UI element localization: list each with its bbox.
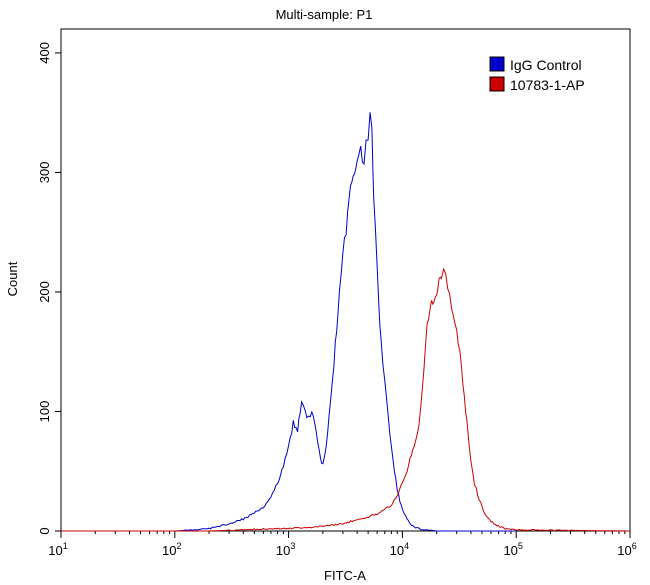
legend-swatch <box>489 76 505 92</box>
y-tick-label: 200 <box>37 281 52 303</box>
y-tick-label: 100 <box>37 401 52 423</box>
x-tick-label: 101 <box>48 541 67 558</box>
y-tick-label: 0 <box>37 527 52 534</box>
x-tick-label: 103 <box>276 541 295 558</box>
y-tick-label: 400 <box>37 42 52 64</box>
x-tick-label: 104 <box>390 541 409 558</box>
x-axis-label: FITC-A <box>324 568 366 583</box>
x-tick-label: 105 <box>503 541 522 558</box>
y-axis-label: Count <box>5 261 20 296</box>
y-tick-label: 300 <box>37 162 52 184</box>
x-axis: 101 102 103 104 105 106 <box>48 531 637 558</box>
series-layer <box>61 112 630 532</box>
legend: IgG Control 10783-1-AP <box>489 56 585 93</box>
chart-title: Multi-sample: P1 <box>276 7 373 22</box>
x-tick-label: 106 <box>617 541 636 558</box>
series-line-1 <box>61 112 517 532</box>
legend-label: IgG Control <box>510 57 582 73</box>
legend-swatch <box>489 56 505 72</box>
plot-frame <box>60 28 631 532</box>
x-tick-label: 102 <box>162 541 181 558</box>
y-axis: 0 100 200 300 400 <box>37 42 61 535</box>
series-line-2 <box>61 267 630 532</box>
legend-label: 10783-1-AP <box>510 77 585 93</box>
